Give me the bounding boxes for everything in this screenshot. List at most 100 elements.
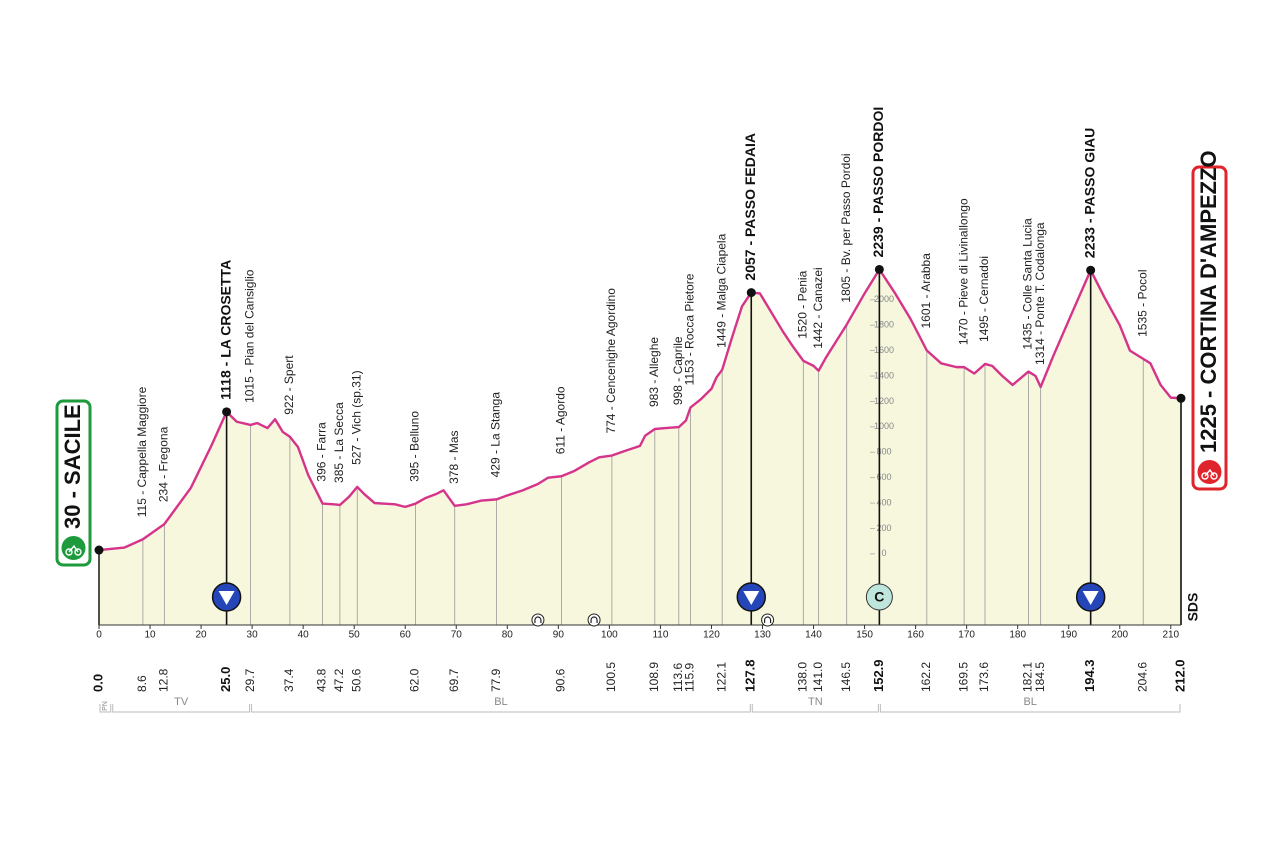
x-tick-label: 150 xyxy=(856,630,873,641)
waypoint-label: 115 - Cappella Maggiore xyxy=(135,386,149,517)
km-label: 50.6 xyxy=(349,668,363,692)
km-label: 37.4 xyxy=(282,668,296,692)
y-tick-label: 1600 xyxy=(874,345,894,355)
waypoint-label: 998 - Caprile xyxy=(671,336,685,405)
waypoint-label: 1535 - Pocol xyxy=(1135,269,1149,336)
summit-label: 2233 - PASSO GIAU xyxy=(1081,128,1097,258)
rider-glyph xyxy=(1201,468,1218,480)
profile-line xyxy=(98,268,1182,552)
logo: SDS xyxy=(1185,593,1201,622)
start-label: 30 - SACILE xyxy=(60,404,85,529)
km-label: 47.2 xyxy=(332,668,346,692)
y-tick-label: 0 xyxy=(881,548,886,558)
km-label: 184.5 xyxy=(1033,662,1047,692)
endpoint-dot xyxy=(1176,393,1186,403)
x-tick-label: 180 xyxy=(1009,630,1026,641)
km-label: 182.1 xyxy=(1021,662,1035,692)
km-label: 138.0 xyxy=(795,662,809,692)
region-label: TV xyxy=(174,696,189,708)
x-tick-label: 140 xyxy=(805,630,822,641)
x-tick-label: 110 xyxy=(652,630,668,641)
finish-box xyxy=(1191,165,1228,491)
finish-label: 1225 - CORTINA D'AMPEZZO xyxy=(1196,150,1221,453)
km-label: 62.0 xyxy=(408,668,422,692)
x-tick-label: 60 xyxy=(400,630,412,641)
x-tick-label: 210 xyxy=(1162,630,1179,641)
km-label: 204.6 xyxy=(1135,662,1149,692)
km-label: 29.7 xyxy=(243,668,257,692)
x-tick-label: 40 xyxy=(298,630,310,641)
km-label: 173.6 xyxy=(977,662,991,692)
km-label: 108.9 xyxy=(647,662,661,692)
tunnel-icon xyxy=(531,613,545,627)
km-label-major: 194.3 xyxy=(1082,659,1097,692)
x-tick-label: 200 xyxy=(1111,630,1128,641)
waypoint-label: 395 - Belluno xyxy=(408,411,422,482)
gpm-triangle xyxy=(218,591,235,605)
waypoint-label: 922 - Spert xyxy=(282,355,296,415)
tunnel-ring xyxy=(531,613,545,627)
summit-dot xyxy=(222,407,232,417)
region-bracket xyxy=(112,704,251,713)
waypoint-label: 378 - Mas xyxy=(447,430,461,483)
x-tick-label: 20 xyxy=(196,630,208,641)
waypoint-label: 1520 - Penia xyxy=(795,270,809,338)
summit-label: 2239 - PASSO PORDOI xyxy=(870,107,886,258)
y-tick-label: 1800 xyxy=(874,320,894,330)
y-tick-label: 1400 xyxy=(874,370,894,380)
waypoint-label: 611 - Agordo xyxy=(554,386,568,454)
km-label: 69.7 xyxy=(447,668,461,692)
x-tick-label: 80 xyxy=(502,630,514,641)
km-label: 141.0 xyxy=(811,662,825,692)
x-tick-label: 90 xyxy=(553,630,565,641)
km-label: 8.6 xyxy=(135,675,149,692)
y-tick-label: 800 xyxy=(876,447,891,457)
region-label: BL xyxy=(1023,696,1036,708)
waypoint-label: 1601 - Arabba xyxy=(919,253,933,329)
region-bracket xyxy=(99,704,112,713)
x-tick-label: 120 xyxy=(703,630,720,641)
waypoint-label: 1153 - Rocca Pietore xyxy=(683,273,697,385)
x-tick-label: 170 xyxy=(958,630,975,641)
x-tick-label: 50 xyxy=(349,630,361,641)
x-tick-label: 70 xyxy=(451,630,463,641)
y-tick-label: 2000 xyxy=(874,294,894,304)
tunnel-ring xyxy=(761,613,775,627)
gpm-triangle xyxy=(743,591,760,605)
region-bracket xyxy=(751,704,879,713)
waypoint-label: 385 - La Secca xyxy=(332,402,346,483)
km-label: 113.6 xyxy=(671,663,685,692)
tunnel-arch xyxy=(590,616,598,623)
km-label: 122.1 xyxy=(714,662,728,692)
y-tick-label: 1200 xyxy=(874,396,894,406)
region-label: BL xyxy=(494,696,507,708)
waypoint-label: 429 - La Stanga xyxy=(489,392,503,478)
y-tick-label: 1000 xyxy=(874,421,894,431)
tunnel-arch xyxy=(763,616,772,623)
km-label: 169.5 xyxy=(956,662,970,692)
waypoint-label: 234 - Fregona xyxy=(157,426,171,502)
summit-dot xyxy=(746,288,756,298)
km-label: 100.5 xyxy=(604,662,618,692)
waypoint-label: 396 - Farra xyxy=(315,422,329,482)
km-label-major: 152.9 xyxy=(871,659,886,692)
waypoint-label: 983 - Alleghe xyxy=(647,337,661,407)
tunnel-arch xyxy=(534,616,542,623)
km-label-major: 25.0 xyxy=(218,667,233,692)
x-tick-label: 10 xyxy=(144,630,156,641)
km-label: 146.5 xyxy=(839,662,853,692)
badge-label: C xyxy=(874,589,884,605)
badge xyxy=(865,583,893,611)
x-tick-label: 30 xyxy=(247,630,259,641)
km-label: 43.8 xyxy=(315,668,329,692)
y-tick-label: 600 xyxy=(876,472,891,482)
waypoint-label: 1470 - Pieve di Livinallongo xyxy=(956,198,970,345)
rider-icon xyxy=(61,536,86,560)
region-label: TN xyxy=(808,696,823,708)
rider-glyph xyxy=(65,544,82,556)
km-label: 12.8 xyxy=(157,668,171,692)
summit-label: 1118 - LA CROSETTA xyxy=(217,260,233,400)
waypoint-label: 1805 - Bv. per Passo Pordoi xyxy=(839,153,853,302)
x-tick-label: 160 xyxy=(907,630,924,641)
